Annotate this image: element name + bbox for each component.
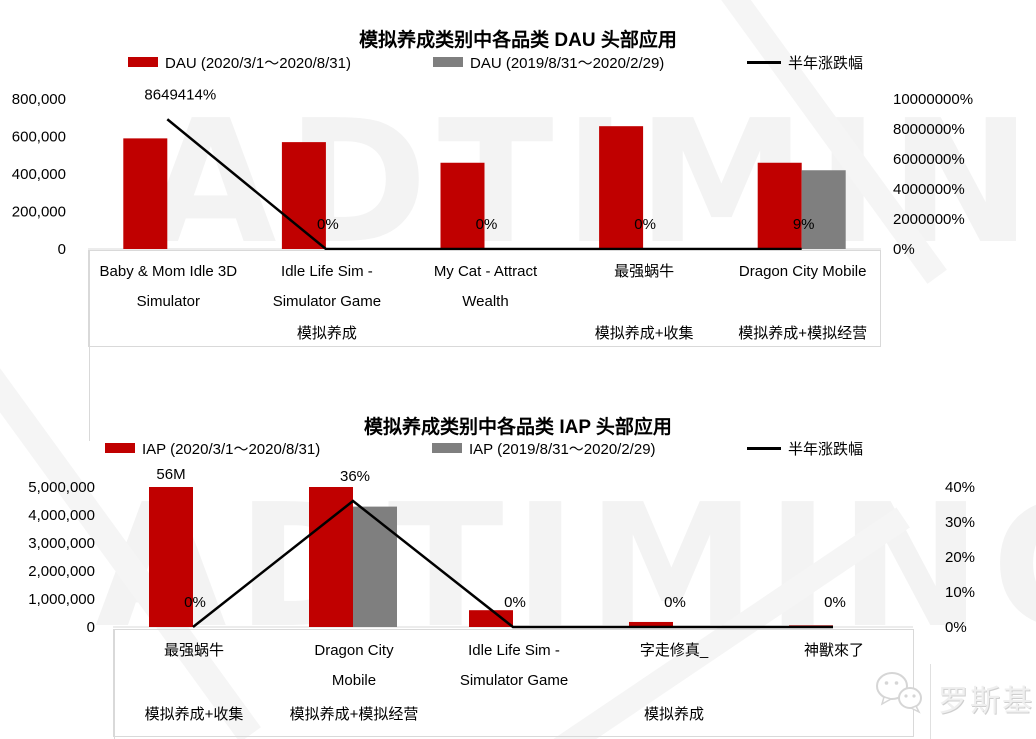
right-axis-tick-label: 40% [945,479,975,496]
category-label: 神獸來了 [803,642,864,659]
trend-point-label: 8649414% [144,86,216,103]
legend-item-current: IAP (2020/3/1～2020/8/31) [105,438,320,458]
left-axis-tick-label: 800,000 [12,91,66,108]
category-label: 最强蜗牛 [614,263,675,280]
legend-item-current: DAU (2020/3/1～2020/8/31) [128,52,351,72]
left-axis-tick-label: 0 [58,241,66,258]
legend-item-previous: IAP (2019/8/31～2020/2/29) [432,438,656,458]
legend-line-swatch-icon [747,446,781,450]
bar-value-label: 56M [156,466,185,483]
table-separator [114,736,115,739]
trend-point-label: 36% [340,468,370,485]
bar-current [123,138,168,249]
left-axis-tick-label: 2,000,000 [28,563,95,580]
right-axis-tick-label: 8000000% [893,121,965,138]
right-axis-tick-label: 10% [945,584,975,601]
trend-point-label: 0% [664,594,686,611]
bar-current [309,487,353,627]
right-axis-tick-label: 6000000% [893,151,965,168]
trend-point-label: 0% [504,594,526,611]
category-label: Idle Life Sim - Simulator Game [272,263,382,310]
category-label: Dragon City Mobile [738,263,867,280]
legend-label: 半年涨跌幅 [788,440,864,458]
right-axis-tick-label: 30% [945,514,975,531]
left-axis-tick-label: 3,000,000 [28,535,95,552]
wechat-icon [876,672,922,714]
right-axis-tick-label: 0% [893,241,915,258]
legend-line-swatch-icon [747,60,781,64]
legend-label: 半年涨跌幅 [788,54,864,72]
legend-label: DAU (2019/8/31～2020/2/29) [470,54,665,72]
dau-chart-canvas: 800,000 600,000 400,000 200,000 0 10000000% 80… [12,86,973,258]
trend-line [192,499,833,629]
trend-point-label: 9% [793,216,815,233]
category-label: 字走修真_ [639,642,709,659]
right-axis-tick-label: 2000000% [893,211,965,228]
bar-previous [353,506,397,627]
category-label: Idle Life Sim - Simulator Game [459,642,569,689]
left-axis-tick-label: 600,000 [12,129,66,146]
bar-current [757,162,802,249]
left-axis-tick-label: 0 [87,619,95,636]
category-label: Baby & Mom Idle 3D Simulator [99,263,238,310]
category-group-label: 模拟养成+收集 [594,325,694,342]
table-separator [89,346,90,441]
legend-item-trend: 半年涨跌幅 [747,52,863,72]
right-axis-tick-label: 10000000% [893,91,973,108]
bar-previous [801,170,846,249]
bar-current [599,126,644,249]
legend-label: IAP (2020/3/1～2020/8/31) [142,440,321,458]
trend-point-label: 0% [634,216,656,233]
category-group-label: 模拟养成 [643,706,705,723]
category-group-label: 模拟养成 [296,325,357,342]
footer-divider [930,664,931,739]
watermark-brand-bottom: ADTIMING [95,468,1036,666]
footer-watermark-text: 罗斯基 [938,685,1034,718]
legend-label: DAU (2020/3/1～2020/8/31) [165,54,351,72]
legend-label: IAP (2019/8/31～2020/2/29) [469,440,656,458]
left-axis-tick-label: 4,000,000 [28,507,95,524]
legend-bar-swatch-current-icon [105,443,135,453]
legend-item-previous: DAU (2019/8/31～2020/2/29) [433,52,664,72]
table-separator [114,630,115,736]
footer-watermark: 罗斯基 [872,664,1034,739]
trend-line [166,118,802,251]
legend-bar-swatch-previous-icon [433,57,463,67]
table-separator [89,251,90,346]
trend-point-label: 0% [184,594,206,611]
chart-title: 模拟养成类别中各品类 IAP 头部应用 [364,416,672,438]
left-axis-tick-label: 400,000 [12,166,66,183]
category-label: Dragon City Mobile [314,642,394,689]
chart-title: 模拟养成类别中各品类 DAU 头部应用 [359,29,677,51]
right-axis-tick-label: 4000000% [893,181,965,198]
category-label: My Cat - Attract Wealth [433,263,538,310]
right-axis-tick-label: 0% [945,619,967,636]
trend-point-label: 0% [317,216,339,233]
bar-current [469,610,513,627]
category-group-label: 模拟养成+模拟经营 [738,325,868,342]
iap-category-table: 最强蜗牛 Dragon City Mobile Idle Life Sim - Si… [113,629,914,739]
bar-current [149,487,193,627]
bar-current [629,621,673,627]
category-label: 最强蜗牛 [163,642,224,659]
category-group-label: 模拟养成+模拟经营 [289,706,419,723]
trend-point-label: 0% [824,594,846,611]
iap-chart-canvas: 5,000,000 4,000,000 3,000,000 2,000,000 1,00… [28,466,975,636]
bar-current [440,162,485,249]
category-group-label: 模拟养成+收集 [144,706,244,723]
legend-bar-swatch-previous-icon [432,443,462,453]
left-axis-tick-label: 5,000,000 [28,479,95,496]
legend-bar-swatch-current-icon [128,57,158,67]
left-axis-tick-label: 1,000,000 [28,591,95,608]
trend-point-label: 0% [476,216,498,233]
left-axis-tick-label: 200,000 [12,204,66,221]
dau-category-table: Baby & Mom Idle 3D Simulator Idle Life Si… [88,250,881,441]
right-axis-tick-label: 20% [945,549,975,566]
legend-item-trend: 半年涨跌幅 [747,438,863,458]
